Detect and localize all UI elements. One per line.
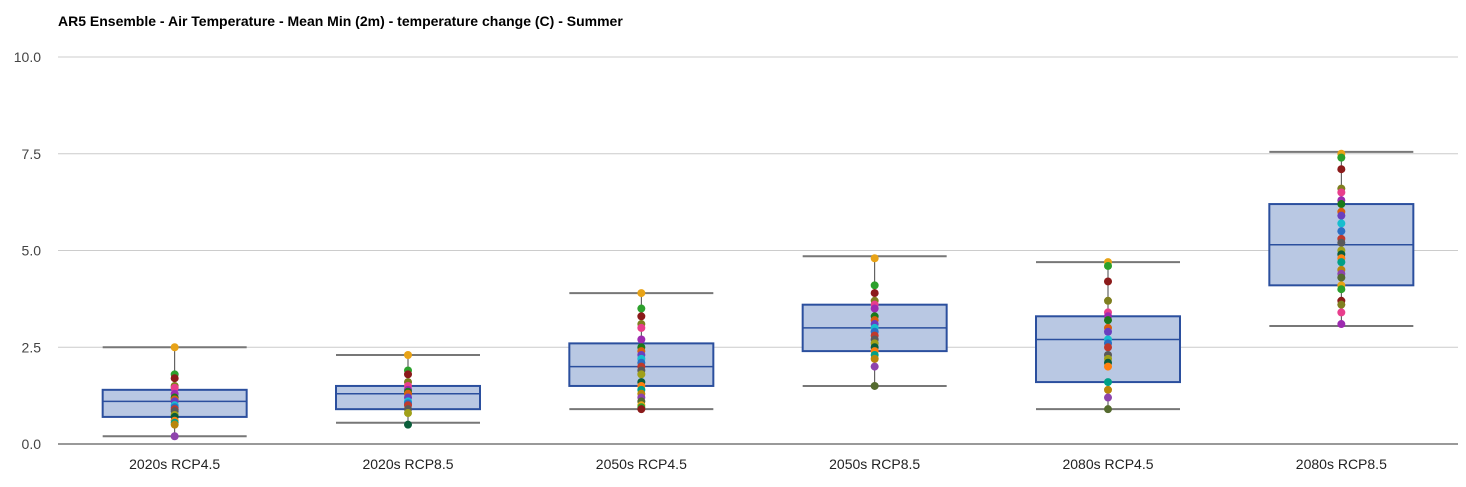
data-point <box>870 304 879 313</box>
data-point <box>1337 308 1346 317</box>
data-point <box>404 420 412 429</box>
data-point <box>1104 385 1112 394</box>
data-point <box>1337 320 1346 329</box>
data-point <box>1104 405 1112 414</box>
data-point <box>870 362 879 371</box>
data-point <box>170 432 179 441</box>
data-point <box>1104 362 1112 371</box>
data-point <box>1337 211 1346 220</box>
data-point <box>637 370 646 379</box>
data-point <box>170 420 179 429</box>
data-point <box>1337 153 1346 162</box>
data-point <box>404 409 412 418</box>
data-point <box>637 335 646 344</box>
data-point <box>870 254 879 263</box>
data-point <box>637 405 646 414</box>
data-point <box>1104 296 1112 305</box>
y-tick-label: 0.0 <box>22 436 42 452</box>
y-tick-label: 10.0 <box>14 49 41 65</box>
data-point <box>870 354 879 363</box>
data-point <box>1337 165 1346 174</box>
chart-title: AR5 Ensemble - Air Temperature - Mean Mi… <box>58 13 623 29</box>
y-tick-label: 5.0 <box>22 243 42 259</box>
data-point <box>1337 273 1346 282</box>
x-axis-category-labels: 2020s RCP4.5 2020s RCP8.5 2050s RCP4.5 2050… <box>129 456 1387 472</box>
y-tick-label: 7.5 <box>22 146 42 162</box>
data-point <box>1104 378 1112 387</box>
data-point <box>870 281 879 290</box>
data-point <box>1337 238 1346 247</box>
data-point <box>870 381 879 390</box>
data-point <box>1104 343 1112 352</box>
data-point <box>1337 219 1346 228</box>
data-point <box>1337 258 1346 267</box>
data-point <box>170 343 179 352</box>
x-tick-label: 2050s RCP8.5 <box>829 456 920 472</box>
data-points <box>170 149 1346 441</box>
data-point <box>1104 316 1112 325</box>
data-point <box>1337 188 1346 197</box>
data-point <box>637 323 646 332</box>
data-point <box>1104 261 1112 270</box>
data-point <box>404 370 412 379</box>
boxes <box>101 150 1415 438</box>
data-point <box>1337 200 1346 209</box>
data-point <box>1104 327 1112 336</box>
x-tick-label: 2080s RCP4.5 <box>1062 456 1153 472</box>
y-tick-label: 2.5 <box>22 339 42 355</box>
x-tick-label: 2080s RCP8.5 <box>1296 456 1387 472</box>
data-point <box>1337 285 1346 294</box>
x-tick-label: 2020s RCP4.5 <box>129 456 220 472</box>
data-point <box>637 289 646 298</box>
data-point <box>170 374 179 383</box>
data-point <box>637 304 646 313</box>
data-point <box>1337 227 1346 236</box>
data-point <box>1104 277 1112 286</box>
x-tick-label: 2050s RCP4.5 <box>596 456 687 472</box>
data-point <box>404 350 412 359</box>
data-point <box>637 312 646 321</box>
data-point <box>170 383 179 392</box>
y-axis-tick-labels: 0.0 2.5 5.0 7.5 10.0 <box>14 49 41 452</box>
data-point <box>870 289 879 298</box>
x-tick-label: 2020s RCP8.5 <box>362 456 453 472</box>
gridlines <box>58 56 1458 445</box>
data-point <box>1104 393 1112 402</box>
data-point <box>1337 300 1346 309</box>
